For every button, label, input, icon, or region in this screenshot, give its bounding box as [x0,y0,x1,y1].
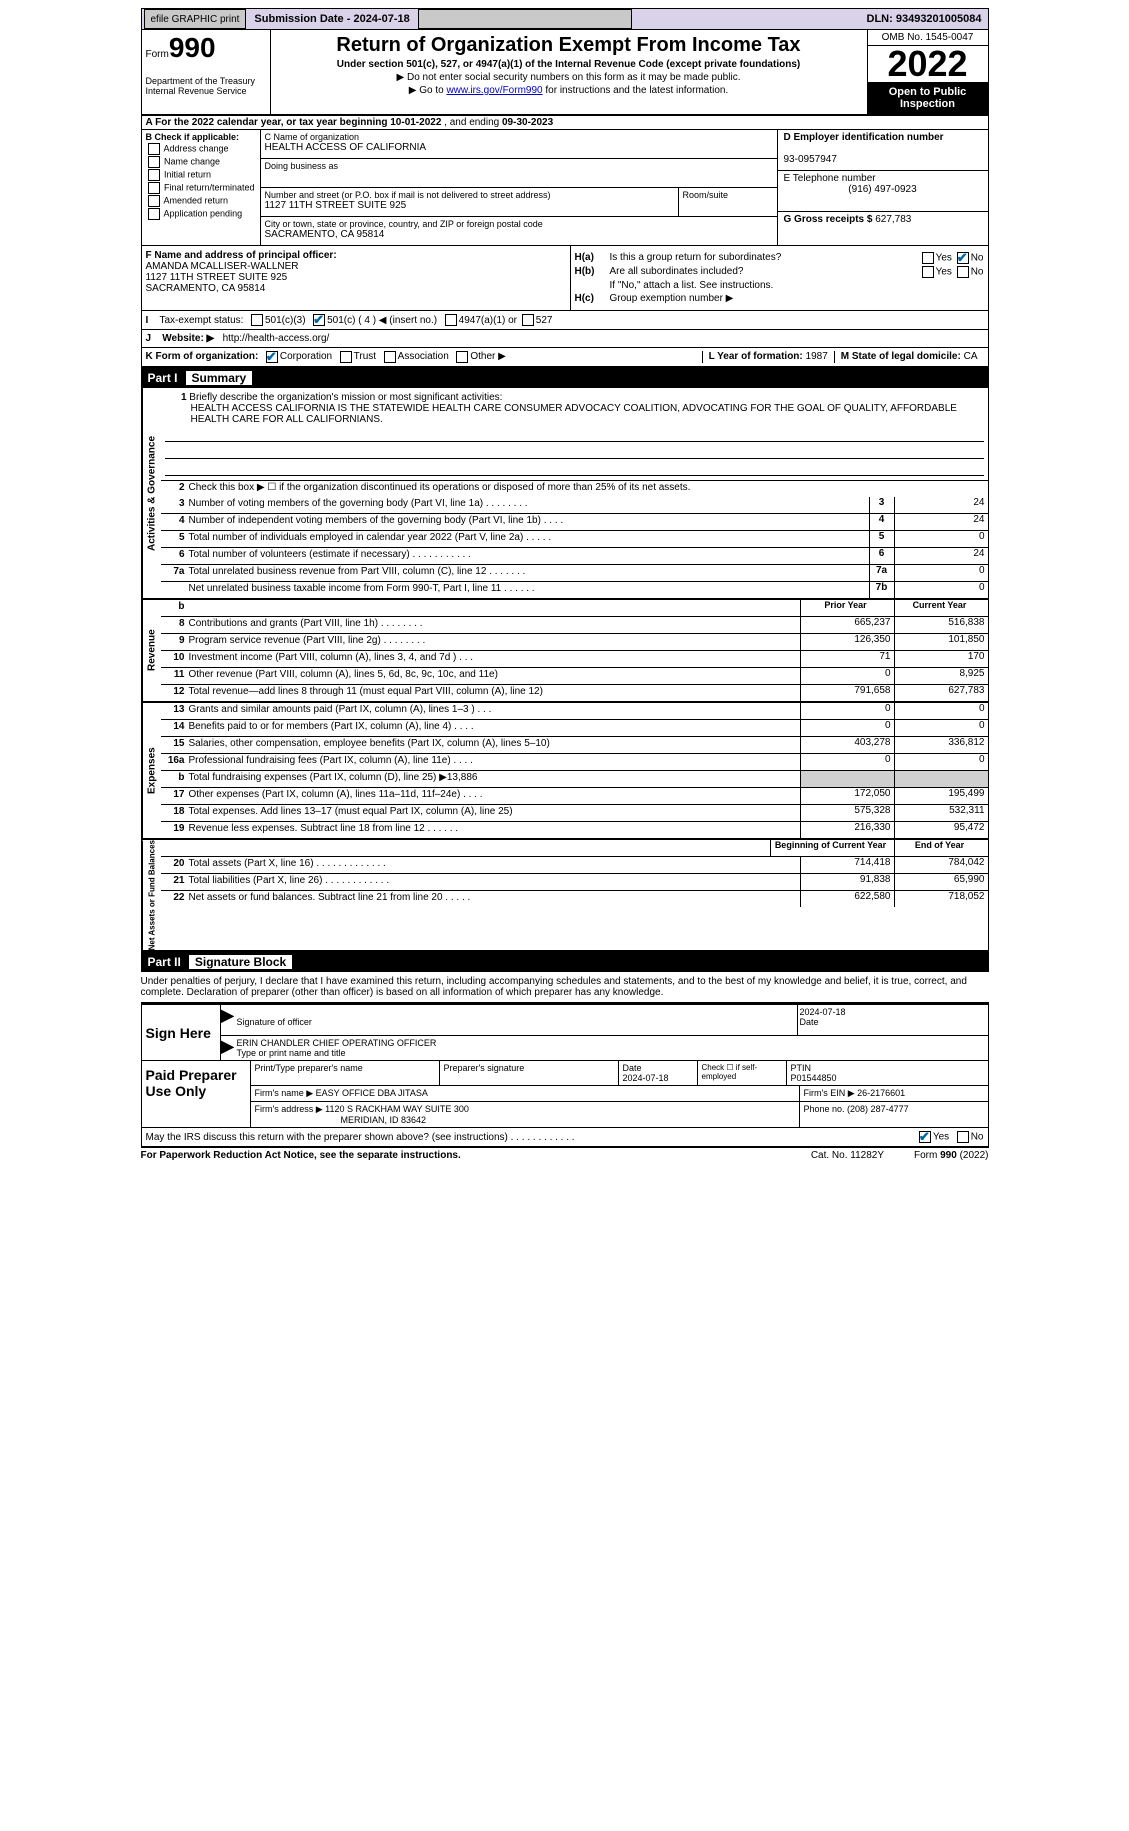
principal-officer-box: F Name and address of principal officer:… [142,246,571,310]
summary-line-9: 9Program service revenue (Part VIII, lin… [161,634,988,651]
prior-current-header: b Prior Year Current Year [161,600,988,617]
room-box: Room/suite [679,188,777,217]
tax-exempt-status: I Tax-exempt status: 501(c)(3) 501(c) ( … [141,311,989,330]
firm-name: EASY OFFICE DBA JITASA [316,1088,428,1098]
year-formation: L Year of formation: 1987 [702,351,834,363]
chk-amended[interactable]: Amended return [146,195,256,207]
part2-header: Part II Signature Block [141,952,989,972]
org-name: HEALTH ACCESS OF CALIFORNIA [265,142,773,153]
form-header: Form990 Department of the Treasury Inter… [141,30,989,116]
chk-final-return[interactable]: Final return/terminated [146,182,256,194]
begin-end-header: Beginning of Current Year End of Year [161,840,988,857]
side-expenses: Expenses [142,703,161,838]
city-box: City or town, state or province, country… [261,217,777,245]
summary-line-18: 18Total expenses. Add lines 13–17 (must … [161,805,988,822]
form-of-org-row: K Form of organization: Corporation Trus… [141,348,989,368]
summary-line-b: bTotal fundraising expenses (Part IX, co… [161,771,988,788]
gross-receipts-box: G Gross receipts $ 627,783 [778,212,988,227]
submission-date: Submission Date - 2024-07-18 [248,13,415,25]
website-value: http://health-access.org/ [223,333,330,344]
mission-box: 1 Briefly describe the organization's mi… [161,388,988,481]
ein-value: 93-0957947 [784,154,837,165]
line-2: 2Check this box ▶ ☐ if the organization … [161,481,988,497]
side-netassets: Net Assets or Fund Balances [142,840,161,950]
summary-line-21: 21Total liabilities (Part X, line 26) . … [161,874,988,891]
form-title: Return of Organization Exempt From Incom… [275,34,863,57]
chk-application-pending[interactable]: Application pending [146,208,256,220]
dept-label: Department of the Treasury Internal Reve… [146,76,266,96]
summary-line-17: 17Other expenses (Part IX, column (A), l… [161,788,988,805]
ein-box: D Employer identification number 93-0957… [778,130,988,171]
firm-ein: 26-2176601 [857,1088,905,1098]
part1-header: Part I Summary [141,368,989,388]
website-row: J Website: ▶ http://health-access.org/ [141,330,989,348]
open-inspection: Open to Public Inspection [868,82,988,114]
summary-line-8: 8Contributions and grants (Part VIII, li… [161,617,988,634]
form-label: Form [146,49,169,60]
summary-line-10: 10Investment income (Part VIII, column (… [161,651,988,668]
dba-box: Doing business as [261,159,777,188]
irs-link[interactable]: www.irs.gov/Form990 [446,85,542,96]
summary-line-7b: Net unrelated business taxable income fr… [161,582,988,598]
summary-line-12: 12Total revenue—add lines 8 through 11 (… [161,685,988,701]
summary-line-14: 14Benefits paid to or for members (Part … [161,720,988,737]
form-number: 990 [169,32,216,63]
summary-line-4: 4Number of independent voting members of… [161,514,988,531]
summary-line-7a: 7aTotal unrelated business revenue from … [161,565,988,582]
form-note1: ▶ Do not enter social security numbers o… [275,72,863,83]
efile-print-button[interactable]: efile GRAPHIC print [144,9,247,29]
group-return-box: H(a)Is this a group return for subordina… [571,246,988,310]
paid-preparer-block: Paid Preparer Use Only Print/Type prepar… [141,1061,989,1128]
org-name-box: C Name of organization HEALTH ACCESS OF … [261,130,777,159]
summary-line-19: 19Revenue less expenses. Subtract line 1… [161,822,988,838]
summary-line-13: 13Grants and similar amounts paid (Part … [161,703,988,720]
side-activities: Activities & Governance [142,388,161,598]
summary-line-11: 11Other revenue (Part VIII, column (A), … [161,668,988,685]
form-subtitle: Under section 501(c), 527, or 4947(a)(1)… [275,59,863,70]
officer-name: AMANDA MCALLISER-WALLNER [146,261,299,272]
summary-line-6: 6Total number of volunteers (estimate if… [161,548,988,565]
summary-line-22: 22Net assets or fund balances. Subtract … [161,891,988,907]
colb-label: B Check if applicable: [146,132,240,142]
dln: DLN: 93493201005084 [867,13,988,25]
summary-line-15: 15Salaries, other compensation, employee… [161,737,988,754]
page-footer: For Paperwork Reduction Act Notice, see … [141,1148,989,1161]
sign-here-block: Sign Here ▶ Signature of officer 2024-07… [141,1003,989,1061]
top-toolbar: efile GRAPHIC print Submission Date - 20… [141,8,989,30]
state-domicile: M State of legal domicile: CA [834,351,984,363]
side-revenue: Revenue [142,600,161,701]
chk-initial-return[interactable]: Initial return [146,169,256,181]
chk-address-change[interactable]: Address change [146,143,256,155]
telephone-value: (916) 497-0923 [784,184,982,195]
street-box: Number and street (or P.O. box if mail i… [261,188,679,217]
firm-phone: (208) 287-4777 [847,1104,909,1114]
blank-button[interactable] [418,9,632,29]
summary-line-20: 20Total assets (Part X, line 16) . . . .… [161,857,988,874]
street-address: 1127 11TH STREET SUITE 925 [265,200,674,211]
form-note2: ▶ Go to www.irs.gov/Form990 for instruct… [275,85,863,96]
officer-name-title: ERIN CHANDLER CHIEF OPERATING OFFICER [237,1038,437,1048]
chk-name-change[interactable]: Name change [146,156,256,168]
summary-line-5: 5Total number of individuals employed in… [161,531,988,548]
perjury-statement: Under penalties of perjury, I declare th… [141,972,989,1003]
ptin: P01544850 [791,1073,837,1083]
row-a-tax-year: A For the 2022 calendar year, or tax yea… [141,116,989,130]
telephone-box: E Telephone number (916) 497-0923 [778,171,988,212]
summary-line-3: 3Number of voting members of the governi… [161,497,988,514]
mission-text: HEALTH ACCESS CALIFORNIA IS THE STATEWID… [165,403,984,425]
tax-year: 2022 [868,46,988,82]
discuss-row: May the IRS discuss this return with the… [141,1128,989,1148]
gross-receipts: 627,783 [875,214,911,225]
city-state-zip: SACRAMENTO, CA 95814 [265,229,773,240]
col-b-checkboxes: B Check if applicable: Address change Na… [142,130,261,245]
summary-line-16a: 16aProfessional fundraising fees (Part I… [161,754,988,771]
